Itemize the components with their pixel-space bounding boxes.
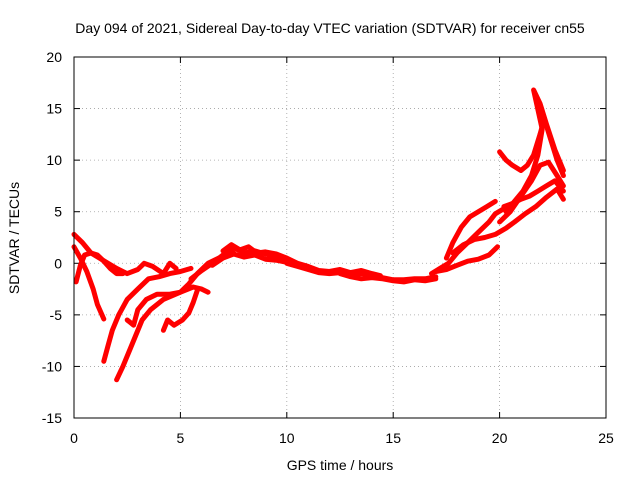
x-tick-label: 5: [177, 430, 185, 446]
x-tick-label: 20: [492, 430, 508, 446]
series-arc-7: [160, 287, 200, 333]
series-arc-4: [101, 265, 194, 364]
x-axis-label: GPS time / hours: [287, 457, 394, 473]
series-arc-3: [73, 250, 126, 285]
y-axis-ticks: -15 -10 -5 0 5 10 15 20: [42, 49, 606, 426]
series-arc-10: [220, 242, 383, 279]
x-tick-label: 0: [70, 430, 78, 446]
series-arc-5: [114, 284, 211, 383]
y-tick-label: 0: [54, 255, 62, 271]
y-tick-label: -10: [42, 358, 62, 374]
x-tick-label: 10: [279, 430, 295, 446]
grid-lines: [74, 57, 606, 418]
y-tick-label: 15: [46, 101, 62, 117]
y-tick-label: 5: [54, 204, 62, 220]
series-arc-20: [501, 178, 566, 210]
x-tick-label: 25: [598, 430, 614, 446]
data-series: [71, 87, 566, 383]
x-axis-ticks: 0 5 10 15 20 25: [70, 57, 614, 446]
series-arc-14: [433, 244, 500, 274]
series-arc-19: [497, 159, 566, 225]
series-arc-12: [337, 271, 439, 285]
y-axis-label: SDTVAR / TECUs: [6, 182, 22, 294]
series-arc-2: [71, 244, 107, 322]
series-arc-16: [450, 186, 566, 256]
chart-title: Day 094 of 2021, Sidereal Day-to-day VTE…: [75, 20, 585, 36]
x-tick-label: 15: [385, 430, 401, 446]
y-tick-label: -15: [42, 410, 62, 426]
y-tick-label: 20: [46, 49, 62, 65]
plot-frame: [73, 56, 607, 419]
series-arc-9: [209, 251, 300, 268]
y-tick-label: -5: [50, 307, 63, 323]
series-arc-15: [443, 198, 498, 261]
y-tick-label: 10: [46, 152, 62, 168]
